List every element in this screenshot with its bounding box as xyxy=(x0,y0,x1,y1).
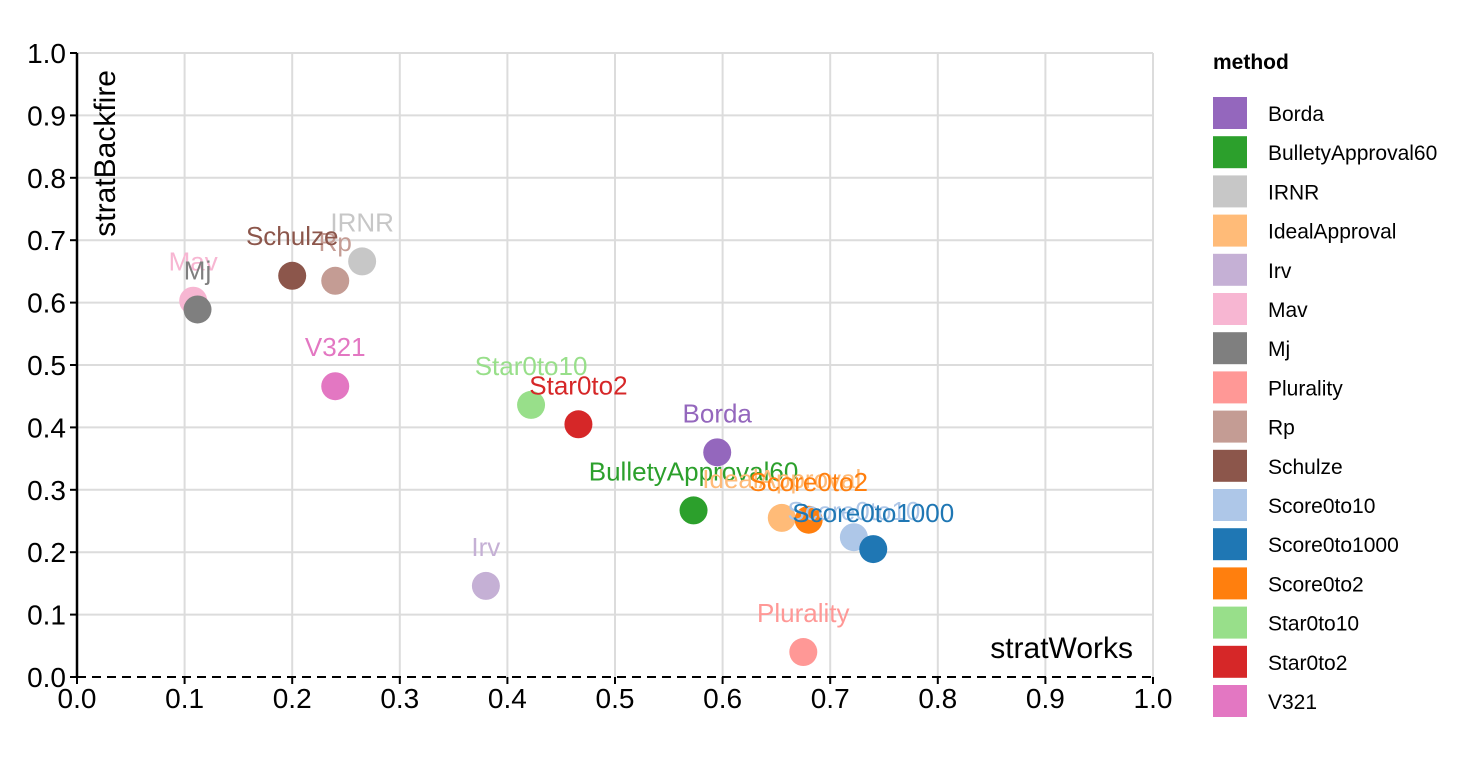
legend-label-rp: Rp xyxy=(1268,417,1295,440)
data-points xyxy=(179,247,888,667)
point-label-v321: V321 xyxy=(305,332,366,362)
point-label-score0to1000: Score0to1000 xyxy=(792,498,954,528)
legend-label-irnr: IRNR xyxy=(1268,181,1319,204)
legend-swatch-star0to2 xyxy=(1213,645,1247,678)
y-tick-label: 0.3 xyxy=(27,475,66,506)
y-tick-label: 0.6 xyxy=(27,288,66,319)
legend-label-irv: Irv xyxy=(1268,260,1292,283)
x-tick-label: 0.3 xyxy=(380,683,419,714)
x-tick-label: 0.1 xyxy=(165,683,204,714)
legend-label-mj: Mj xyxy=(1268,338,1290,361)
point-rp xyxy=(321,266,350,295)
point-bulletyapproval60 xyxy=(679,496,708,525)
point-label-score0to10: Score0to10 xyxy=(787,496,920,526)
legend-label-score0to1000: Score0to1000 xyxy=(1268,534,1399,557)
y-axis-title: stratBackfire xyxy=(89,70,122,237)
point-plurality xyxy=(789,638,818,667)
legend-swatch-mj xyxy=(1213,332,1247,365)
point-label-borda: Borda xyxy=(683,398,753,428)
point-score0to1000 xyxy=(859,535,888,564)
legend-label-star0to2: Star0to2 xyxy=(1268,652,1347,675)
point-label-idealapproval: IdealApproval xyxy=(702,464,861,494)
x-tick-label: 0.0 xyxy=(58,683,97,714)
point-star0to2 xyxy=(564,410,593,439)
x-tick-label: 0.4 xyxy=(488,683,527,714)
point-labels: Borda BulletyApproval60 IRNR IdealApproval I… xyxy=(169,207,955,628)
grid xyxy=(77,52,1154,677)
point-label-mav: Mav xyxy=(169,247,218,277)
x-tick-label: 1.0 xyxy=(1134,683,1173,714)
legend-label-score0to10: Score0to10 xyxy=(1268,495,1375,518)
point-v321 xyxy=(321,372,350,401)
x-tick-label: 0.6 xyxy=(703,683,742,714)
y-tick-label: 0.9 xyxy=(27,100,66,131)
legend-label-v321: V321 xyxy=(1268,691,1317,714)
legend-swatch-score0to1000 xyxy=(1213,528,1247,561)
y-tick-label: 0.8 xyxy=(27,163,66,194)
y-tick-label: 0.4 xyxy=(27,412,66,443)
legend-swatch-rp xyxy=(1213,410,1247,443)
point-idealapproval xyxy=(767,503,796,532)
legend-label-borda: Borda xyxy=(1268,103,1324,126)
point-label-mj: Mj xyxy=(184,255,211,285)
legend-label-mav: Mav xyxy=(1268,299,1308,322)
x-tick-label: 0.2 xyxy=(273,683,312,714)
point-irnr xyxy=(348,247,377,276)
point-score0to2 xyxy=(794,505,823,534)
point-label-irv: Irv xyxy=(471,532,500,562)
x-tick-label: 0.8 xyxy=(918,683,957,714)
point-label-score0to2: Score0to2 xyxy=(749,467,868,497)
legend-swatch-score0to10 xyxy=(1213,489,1247,521)
legend-swatch-idealapproval xyxy=(1213,214,1247,247)
point-star0to10 xyxy=(517,390,546,419)
point-label-rp: Rp xyxy=(319,227,352,257)
legend-title: method xyxy=(1213,51,1289,74)
y-tick-label: 0.5 xyxy=(27,350,66,381)
legend-swatch-star0to10 xyxy=(1213,606,1247,639)
legend-label-star0to10: Star0to10 xyxy=(1268,613,1359,636)
point-label-irnr: IRNR xyxy=(330,207,394,237)
legend-swatch-score0to2 xyxy=(1213,567,1247,600)
legend-swatch-v321 xyxy=(1213,685,1247,717)
legend-label-score0to2: Score0to2 xyxy=(1268,573,1364,596)
legend-swatch-irnr xyxy=(1213,175,1247,208)
x-tick-label: 0.7 xyxy=(811,683,850,714)
legend-swatch-irv xyxy=(1213,253,1247,286)
point-schulze xyxy=(278,261,307,290)
legend: method Borda BulletyApproval60 IRNR IdealAp… xyxy=(1213,51,1437,717)
point-label-star0to10: Star0to10 xyxy=(475,351,588,381)
legend-label-schulze: Schulze xyxy=(1268,456,1343,479)
legend-label-bulletyapproval60: BulletyApproval60 xyxy=(1268,142,1437,165)
legend-label-idealapproval: IdealApproval xyxy=(1268,221,1396,244)
y-tick-label: 0.7 xyxy=(27,225,66,256)
legend-label-plurality: Plurality xyxy=(1268,377,1343,400)
point-label-bulletyapproval60: BulletyApproval60 xyxy=(589,456,799,486)
point-label-schulze: Schulze xyxy=(246,221,339,251)
y-tick-label: 0.1 xyxy=(27,600,66,631)
axes: 0.0 0.1 0.2 0.3 0.4 0.5 0.6 0.7 0.8 0.9 1.0 0.0 0.1 0… xyxy=(27,38,1172,714)
y-tick-label: 0.2 xyxy=(27,537,66,568)
x-tick-label: 0.5 xyxy=(596,683,635,714)
x-axis-title: stratWorks xyxy=(990,632,1133,665)
point-label-plurality: Plurality xyxy=(757,598,849,628)
legend-swatch-mav xyxy=(1213,293,1247,325)
y-tick-label: 0.0 xyxy=(27,662,66,693)
legend-swatch-schulze xyxy=(1213,449,1247,482)
legend-swatch-bulletyapproval60 xyxy=(1213,136,1247,169)
legend-swatch-plurality xyxy=(1213,371,1247,404)
point-borda xyxy=(703,438,732,467)
point-mj xyxy=(183,295,212,324)
x-tick-label: 0.9 xyxy=(1026,683,1065,714)
point-irv xyxy=(471,571,500,600)
y-tick-label: 1.0 xyxy=(27,38,66,69)
point-label-star0to2: Star0to2 xyxy=(529,370,627,400)
legend-swatch-borda xyxy=(1213,97,1247,129)
